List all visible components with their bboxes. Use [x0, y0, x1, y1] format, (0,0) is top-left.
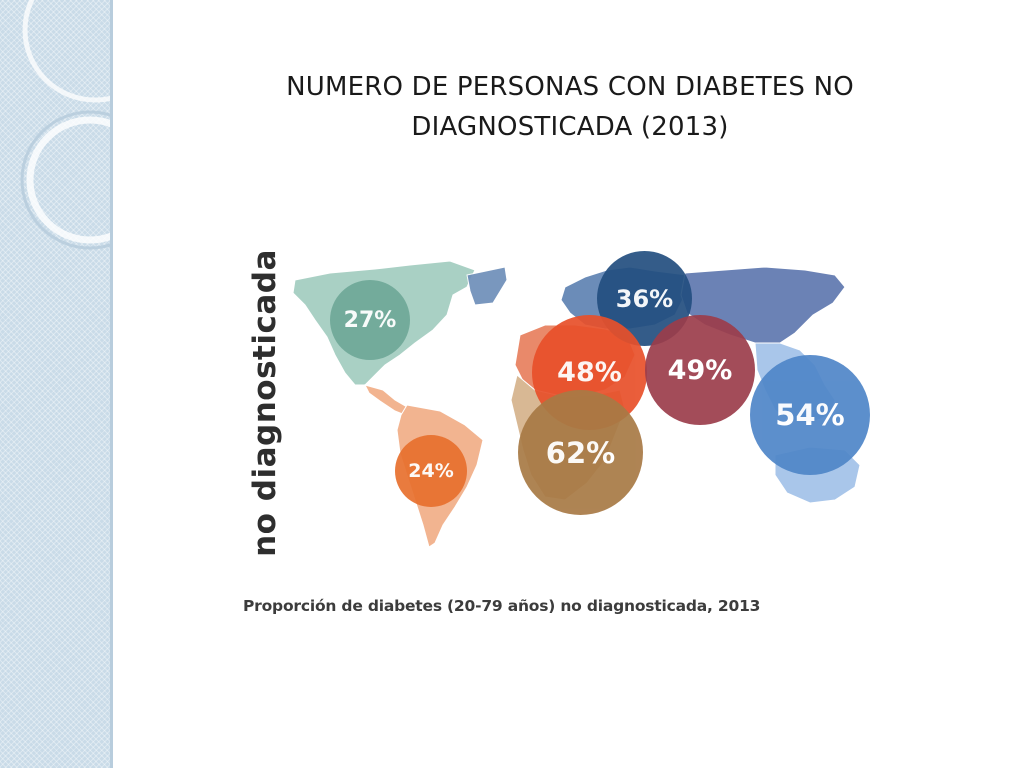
bubble-africa: 62%	[518, 390, 643, 515]
decorative-rings	[20, 0, 113, 250]
bubble-label-europe: 36%	[615, 284, 674, 313]
bubble-western-pacific: 54%	[750, 355, 870, 475]
figure-caption: Proporción de diabetes (20-79 años) no d…	[243, 597, 761, 615]
bubble-south-america: 24%	[395, 435, 467, 507]
bubble-label-north-america: 27%	[343, 307, 397, 333]
bubble-label-western-pacific: 54%	[775, 398, 845, 432]
bubble-label-south-asia: 49%	[667, 354, 733, 386]
bubble-label-africa: 62%	[545, 435, 616, 470]
vertical-label-text: no diagnosticada	[247, 249, 284, 557]
bubble-south-asia: 49%	[645, 315, 755, 425]
bubble-label-middle-east: 48%	[557, 357, 622, 388]
bubble-north-america: 27%	[330, 280, 410, 360]
title-line-2: DIAGNOSTICADA (2013)	[411, 112, 729, 142]
slide-title: NUMERO DE PERSONAS CON DIABETES NO DIAGN…	[150, 67, 990, 147]
decorative-sidebar	[0, 0, 113, 768]
greenland-landmass	[466, 266, 508, 306]
vertical-axis-label: no diagnosticada	[245, 233, 285, 573]
title-line-1: NUMERO DE PERSONAS CON DIABETES NO	[286, 72, 854, 102]
world-map-figure: no diagnosticada 27% 36% 48% 49% 54% 24%…	[235, 225, 890, 635]
bubble-label-south-america: 24%	[408, 460, 454, 482]
